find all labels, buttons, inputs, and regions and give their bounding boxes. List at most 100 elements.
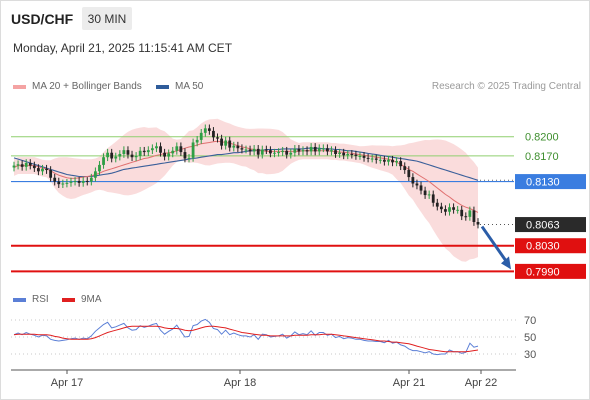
- x-axis-label: Apr 17: [51, 377, 83, 389]
- candle-body: [163, 152, 166, 157]
- candle-body: [403, 166, 407, 171]
- candle-body: [228, 140, 232, 148]
- candle-body: [464, 216, 468, 218]
- candle-body: [370, 158, 374, 160]
- candle-body: [444, 209, 447, 212]
- candle-body: [305, 150, 309, 152]
- candle-body: [118, 154, 122, 157]
- candle-body: [439, 206, 443, 210]
- legend-label-rsi: RSI: [32, 294, 49, 305]
- legend-swatch-9ma: [62, 297, 75, 302]
- candle-body: [41, 168, 44, 172]
- candle-body: [77, 180, 81, 183]
- rsi-line: [13, 318, 479, 356]
- candle-body: [53, 177, 57, 182]
- legend-label-9ma: 9MA: [81, 294, 102, 305]
- candle-body: [126, 150, 130, 155]
- candle-body: [378, 159, 382, 161]
- candle-body: [94, 171, 97, 178]
- candle-body: [293, 148, 297, 153]
- candle-body: [407, 170, 411, 178]
- forecast-arrowhead: [501, 256, 511, 270]
- forecast-arrow-shaft: [480, 225, 509, 264]
- candle-body: [171, 150, 175, 154]
- candle-body: [427, 194, 431, 196]
- legend-label-ma-bollinger: MA 20 + Bollinger Bands: [32, 81, 142, 92]
- candle-body: [366, 157, 370, 159]
- rsi-tick-label: 30: [524, 349, 536, 361]
- candle-body: [448, 207, 451, 212]
- candle-body: [264, 149, 268, 151]
- candle-body: [338, 152, 342, 155]
- candle-body: [285, 150, 289, 155]
- candle-body: [199, 132, 203, 140]
- candle-body: [45, 168, 48, 171]
- candle-body: [61, 183, 65, 185]
- level-label-0-8170: 0.8170: [525, 151, 559, 163]
- candle-body: [297, 148, 301, 152]
- candle-body: [106, 152, 110, 158]
- bollinger-band-area: [14, 118, 478, 262]
- candle-body: [212, 130, 215, 138]
- candle-body: [269, 150, 272, 154]
- legend-swatch-bollinger: [13, 84, 26, 89]
- candle-body: [431, 194, 435, 203]
- candle-body: [472, 210, 476, 222]
- candle-body: [191, 142, 195, 158]
- candle-body: [244, 149, 248, 151]
- candle-body: [216, 137, 219, 139]
- candle-body: [350, 154, 354, 156]
- candle-body: [419, 185, 423, 191]
- candle-body: [69, 181, 73, 183]
- legend-rsi: RSI: [13, 294, 49, 305]
- candle-body: [248, 149, 252, 152]
- candle-body: [387, 159, 390, 162]
- candle-body: [321, 148, 325, 150]
- candle-body: [342, 152, 346, 156]
- candle-body: [330, 150, 333, 152]
- candle-body: [260, 149, 264, 155]
- candle-body: [32, 165, 36, 169]
- candle-body: [122, 150, 126, 155]
- legend-ma-bollinger: MA 20 + Bollinger Bands: [13, 81, 142, 92]
- candle-body: [98, 164, 101, 172]
- candle-body: [203, 128, 207, 133]
- candle-body: [374, 158, 378, 160]
- level-tag-support: [515, 263, 586, 279]
- candle-body: [37, 168, 40, 172]
- legend-label-ma50: MA 50: [175, 81, 204, 92]
- legend-swatch-ma50: [156, 84, 169, 89]
- candle-body: [28, 162, 32, 166]
- candle-body: [362, 155, 366, 158]
- candle-body: [435, 202, 439, 207]
- candle-body: [57, 181, 61, 185]
- candle-body: [49, 170, 53, 178]
- candle-body: [277, 152, 280, 154]
- candle-body: [301, 150, 305, 152]
- candle-body: [207, 128, 211, 131]
- candle-body: [167, 153, 171, 157]
- candle-body: [179, 146, 183, 153]
- level-label-0-7990: 0.7990: [526, 266, 560, 278]
- level-tag-last: [515, 217, 586, 233]
- candle-body: [24, 162, 28, 167]
- candle-body: [354, 154, 358, 156]
- candle-body: [150, 148, 154, 151]
- candle-body: [252, 148, 256, 152]
- candle-body: [183, 152, 187, 159]
- candle-body: [130, 154, 134, 158]
- candle-body: [256, 148, 260, 155]
- candle-body: [452, 207, 455, 210]
- candle-body: [476, 221, 480, 225]
- candle-body: [281, 150, 285, 153]
- level-label-0-8200: 0.8200: [525, 132, 559, 144]
- x-axis-label: Apr 22: [465, 377, 497, 389]
- timeframe-button[interactable]: 30 MIN: [82, 7, 132, 30]
- level-tag-support: [515, 238, 586, 254]
- candle-body: [456, 209, 460, 211]
- candle-body: [102, 157, 105, 165]
- candle-body: [159, 146, 162, 153]
- candle-body: [382, 159, 386, 162]
- candle-body: [155, 146, 158, 149]
